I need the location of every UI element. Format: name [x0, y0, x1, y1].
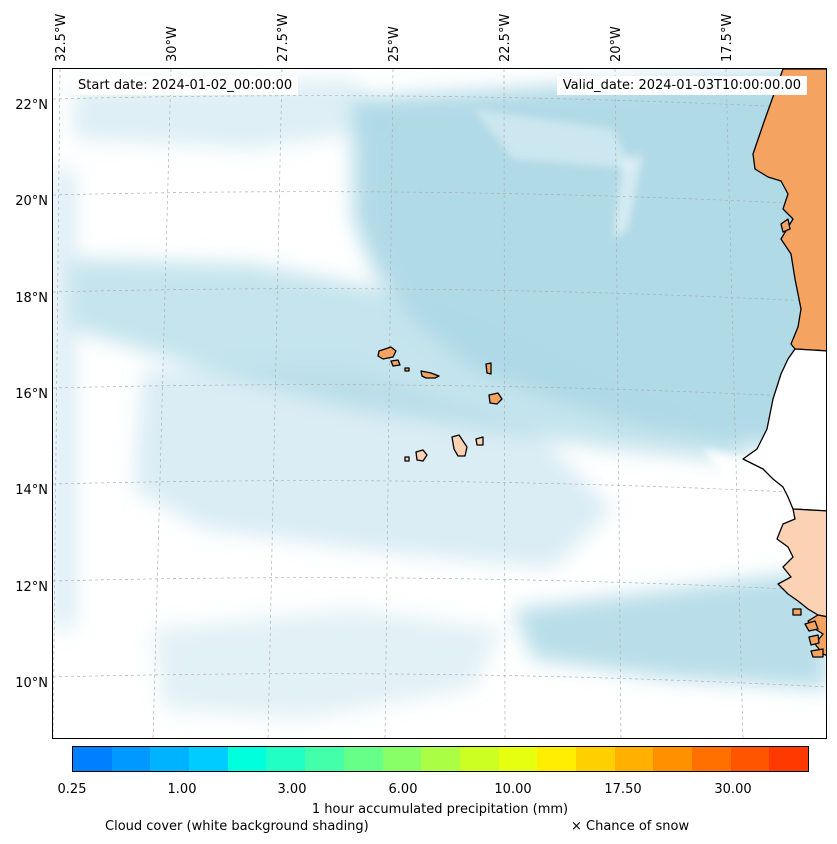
lon-label-32-5w: 32.5°W: [54, 13, 69, 62]
colorbar-segment: [227, 747, 267, 771]
land-mauritania: [752, 69, 826, 352]
island-santa-luzia: [404, 367, 410, 372]
precipitation-colorbar: [72, 746, 809, 772]
colorbar-segment: [343, 747, 383, 771]
lat-label-14n: 14°N: [15, 483, 48, 498]
island-fogo: [415, 449, 428, 462]
cape-verde-islands: [377, 346, 503, 462]
snow-legend: × Chance of snow: [571, 819, 690, 834]
valid-date-label: Valid_date: 2024-01-03T10:00:00.00: [556, 76, 807, 95]
lon-label-17-5w: 17.5°W: [720, 13, 735, 62]
colorbar-segment: [653, 747, 692, 771]
colorbar-segment: [382, 747, 422, 771]
colorbar-segment: [498, 747, 538, 771]
colorbar-tick-label: 0.25: [57, 782, 87, 797]
cloud-top-strip: [73, 79, 393, 149]
lat-label-12n: 12°N: [15, 580, 48, 595]
lon-label-27-5w: 27.5°W: [276, 13, 291, 62]
cloud-central-band: [73, 259, 753, 464]
island-brava: [404, 456, 410, 462]
colorbar-segment: [111, 747, 151, 771]
island-santo-antao: [377, 346, 397, 360]
lat-label-16n: 16°N: [15, 387, 48, 402]
island-santiago: [451, 434, 468, 457]
colorbar-segment: [692, 747, 731, 771]
lat-label-22n: 22°N: [15, 98, 48, 113]
colorbar-tick-label: 30.00: [714, 782, 752, 797]
land-guinea-bissau: [776, 508, 826, 618]
africa-land: [742, 69, 826, 658]
colorbar-tick-label: 3.00: [277, 782, 307, 797]
cloud-island-region: [133, 369, 613, 569]
land-senegal: [742, 348, 826, 512]
start-date-label: Start date: 2024-01-02_00:00:00: [72, 76, 299, 95]
island-sao-vicente: [390, 359, 401, 367]
lon-label-25w: 25°W: [387, 26, 402, 62]
colorbar-segment: [421, 747, 460, 771]
colorbar-tick-label: 1.00: [167, 782, 197, 797]
colorbar-segment: [769, 747, 809, 771]
map-area[interactable]: [52, 68, 827, 739]
colorbar-segment: [459, 747, 499, 771]
colorbar-segment: [614, 747, 654, 771]
colorbar-segment: [266, 747, 306, 771]
colorbar-tick-label: 17.50: [604, 782, 642, 797]
cloud-cover-layer: [53, 69, 826, 719]
cloud-southwest-patch: [153, 609, 503, 719]
island-maio: [475, 436, 484, 446]
island-sao-nicolau: [420, 370, 440, 379]
map-canvas: [53, 69, 826, 738]
island-sal: [485, 362, 492, 375]
colorbar-segment: [305, 747, 344, 771]
cloud-cover-legend: Cloud cover (white background shading): [105, 819, 369, 834]
colorbar-title: 1 hour accumulated precipitation (mm): [311, 802, 569, 817]
lat-label-20n: 20°N: [15, 194, 48, 209]
colorbar-tick-label: 6.00: [388, 782, 418, 797]
lon-label-22-5w: 22.5°W: [498, 13, 513, 62]
colorbar-segment: [150, 747, 190, 771]
island-boa-vista: [488, 392, 503, 405]
colorbar-segment: [730, 747, 770, 771]
lon-label-20w: 20°W: [609, 26, 624, 62]
lat-label-10n: 10°N: [15, 676, 48, 691]
colorbar-segment: [537, 747, 576, 771]
colorbar-segment: [189, 747, 228, 771]
colorbar-tick-label: 10.00: [494, 782, 532, 797]
lat-label-18n: 18°N: [15, 291, 48, 306]
colorbar-segment: [575, 747, 615, 771]
cloud-western-strip: [53, 169, 75, 629]
gridlines: [53, 69, 826, 738]
cloud-southern-band: [513, 569, 826, 689]
lon-label-30w: 30°W: [165, 26, 180, 62]
colorbar-segment: [73, 747, 112, 771]
